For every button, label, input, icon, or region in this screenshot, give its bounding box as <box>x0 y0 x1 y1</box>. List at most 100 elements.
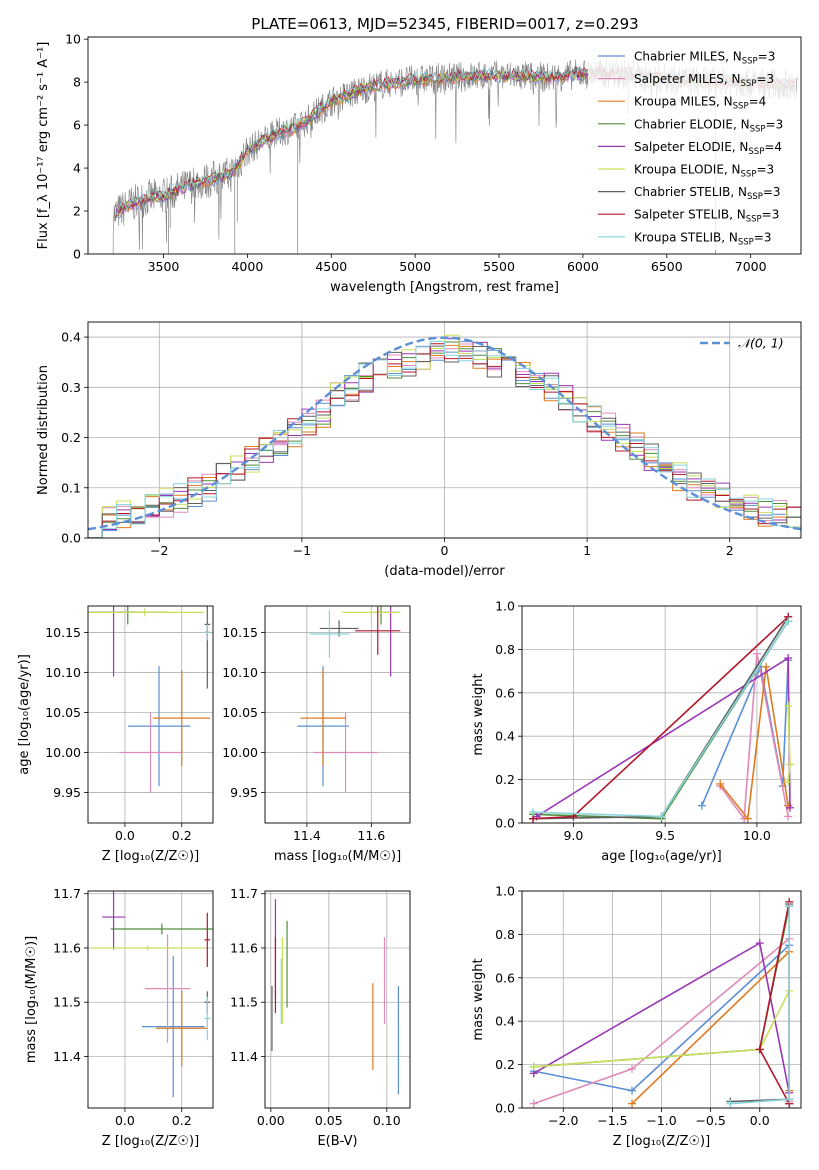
chart-spectrum: 3500 4000 4500 5000 5500 6000 6500 7000 0 2 4 6 8 10 w… <box>36 32 802 295</box>
x-tick-label: 0.10 <box>373 1113 401 1128</box>
legend-label-sub: SSP <box>738 237 754 247</box>
legend-label-sub: SSP <box>750 124 766 134</box>
chart-mass-vs-Z: 0.0 0.2 11.4 11.5 11.6 11.7 Z [log₁₀(Z/Z☉)] mas… <box>24 886 214 1149</box>
x-tick-label: 0.2 <box>172 828 192 843</box>
legend-label-sub: SSP <box>747 192 763 202</box>
x-tick-label: 0.2 <box>172 1113 192 1128</box>
chart-age-vs-mass: 11.4 11.6 9.95 10.00 10.05 10.10 10.15 mass [lo… <box>222 605 411 864</box>
y-tick-label: 10.15 <box>222 625 258 640</box>
y-tick-label: 0.2 <box>61 430 81 445</box>
y-axis-label: Flux [f_λ 10⁻¹⁷ erg cm⁻² s⁻¹ A⁻¹] <box>36 42 51 250</box>
x-axis-label: age [log₁₀(age/yr)] <box>601 849 722 864</box>
y-tick-label: 0.6 <box>495 685 515 700</box>
y-tick-label: 10.15 <box>45 625 81 640</box>
x-axis-label: wavelength [Angstrom, rest frame] <box>330 280 559 295</box>
y-tick-label: 0.0 <box>495 816 515 831</box>
y-tick-label: 1.0 <box>495 599 515 614</box>
x-tick-label: 11.4 <box>293 828 321 843</box>
x-tick-label: 5500 <box>483 259 515 274</box>
plot-area <box>271 899 399 1095</box>
x-tick-label: 9.0 <box>563 828 583 843</box>
legend-label: Salpeter ELODIE, NSSP=4 <box>634 140 782 157</box>
x-tick-label: 9.5 <box>655 828 675 843</box>
legend-label: Salpeter STELIB, NSSP=3 <box>634 208 779 225</box>
y-tick-label: 10.00 <box>222 745 258 760</box>
legend-label-text: Kroupa MILES, N <box>634 95 733 109</box>
x-tick-label: 10.0 <box>743 828 771 843</box>
chart-age-vs-Z: 0.0 0.2 9.95 10.00 10.05 10.10 10.15 Z [log₁₀(Z… <box>17 605 214 864</box>
axes-frame <box>521 605 802 824</box>
x-axis-label: E(B-V) <box>317 1134 357 1149</box>
y-tick-label: 0.2 <box>495 1057 515 1072</box>
legend-label-text: Chabrier MILES, N <box>634 50 742 64</box>
legend-label-tail: =4 <box>764 140 782 154</box>
y-tick-label: 11.7 <box>53 886 81 901</box>
x-axis-label: Z [log₁₀(Z/Z☉)] <box>102 1134 199 1149</box>
y-tick-label: 4 <box>73 161 81 176</box>
chart-mass-vs-EBV: 0.00 0.05 0.10 11.4 11.5 11.6 11.7 E(B-V) <box>230 886 411 1149</box>
legend-label-sub: SSP <box>748 147 764 157</box>
x-tick-label: 0.0 <box>750 1113 770 1128</box>
x-tick-label: 0.0 <box>115 828 135 843</box>
y-tick-label: 0.4 <box>495 1014 515 1029</box>
x-tick-label: 6500 <box>651 259 683 274</box>
x-axis-label: Z [log₁₀(Z/Z☉)] <box>613 1134 710 1149</box>
y-tick-label: 9.95 <box>230 785 258 800</box>
y-tick-label: 0.0 <box>61 531 81 546</box>
y-tick-label: 11.7 <box>230 886 258 901</box>
y-tick-label: 0.4 <box>61 330 81 345</box>
x-tick-label: −1.0 <box>646 1113 676 1128</box>
x-tick-label: 7000 <box>735 259 767 274</box>
y-tick-label: 11.5 <box>53 995 81 1010</box>
legend-label-sub: SSP <box>742 57 758 67</box>
x-tick-label: 11.6 <box>357 828 385 843</box>
legend-label-tail: =4 <box>749 95 767 109</box>
legend-label-tail: =3 <box>756 72 774 86</box>
y-tick-label: 0.8 <box>495 642 515 657</box>
legend-label-text: Kroupa ELODIE, N <box>634 163 741 177</box>
x-tick-label: 0.0 <box>115 1113 135 1128</box>
axes-frame <box>264 605 411 824</box>
y-tick-label: 11.5 <box>230 995 258 1010</box>
chart-residuals: −2 −1 0 1 2 0.0 0.1 0.2 0.3 0.4 (data-model)/error… <box>36 321 802 579</box>
legend-label: Chabrier MILES, NSSP=3 <box>634 50 775 67</box>
y-tick-label: 10.05 <box>222 705 258 720</box>
y-tick-label: 2 <box>73 204 81 219</box>
y-tick-label: 11.6 <box>230 940 258 955</box>
legend-label-sub: SSP <box>733 102 749 112</box>
legend-label-tail: =3 <box>756 163 774 177</box>
y-tick-label: 0.3 <box>61 380 81 395</box>
y-tick-label: 10.10 <box>222 665 258 680</box>
plot-area <box>88 606 211 793</box>
plot-area <box>529 897 794 1108</box>
axes-frame <box>87 890 214 1109</box>
normal-reference-curve <box>88 336 801 531</box>
y-tick-label: 10.00 <box>45 745 81 760</box>
axes-frame <box>264 890 411 1109</box>
x-tick-label: −1.5 <box>597 1113 627 1128</box>
y-axis-label: age [log₁₀(age/yr)] <box>17 654 32 775</box>
legend-label-sub: SSP <box>741 170 757 180</box>
legend-label-tail: =3 <box>758 50 776 64</box>
legend-label-tail: =3 <box>754 230 772 244</box>
legend-label-sub: SSP <box>741 79 757 89</box>
y-tick-label: 10.05 <box>45 705 81 720</box>
legend-label: 𝒩(0, 1) <box>738 336 784 351</box>
x-tick-label: 4500 <box>315 259 347 274</box>
weight-series <box>719 653 789 821</box>
y-tick-label: 0.6 <box>495 970 515 985</box>
y-tick-label: 8 <box>73 75 81 90</box>
x-axis-label: (data-model)/error <box>384 564 505 579</box>
plot-area <box>90 891 213 1098</box>
legend-label-text: Salpeter STELIB, N <box>634 208 746 222</box>
y-tick-label: 0 <box>73 247 81 262</box>
plot-area <box>88 334 801 538</box>
x-tick-label: −1 <box>293 543 311 558</box>
x-tick-label: −2.0 <box>548 1113 578 1128</box>
legend-label-text: Kroupa STELIB, N <box>634 230 738 244</box>
axes-frame <box>87 605 214 824</box>
legend-label: Kroupa ELODIE, NSSP=3 <box>634 163 774 180</box>
x-tick-label: 3500 <box>148 259 180 274</box>
y-tick-label: 11.4 <box>53 1049 81 1064</box>
y-tick-label: 9.95 <box>53 785 81 800</box>
